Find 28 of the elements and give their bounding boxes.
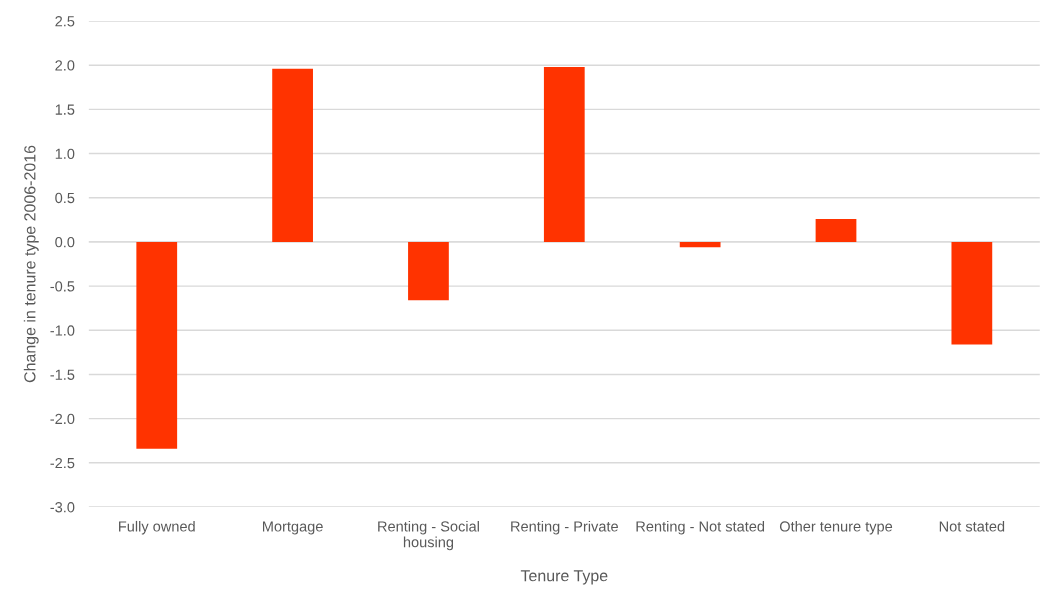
x-tick-label: Fully owned (119, 520, 195, 535)
y-tick-label: -2.0 (50, 413, 75, 425)
x-axis-title: Tenure Type (520, 570, 608, 585)
y-tick-label: 1.5 (55, 104, 75, 115)
bar (136, 241, 178, 449)
bar (815, 218, 857, 242)
y-tick-label: -2.5 (50, 457, 75, 469)
y-tick-label: -1.5 (50, 369, 75, 380)
x-tick-label: Not stated (939, 520, 1005, 532)
y-tick-label: 2.5 (55, 16, 75, 27)
y-axis-title: Change in tenure type 2006-2016 (23, 145, 39, 383)
bar (272, 68, 313, 242)
y-tick-label: 1.0 (55, 148, 75, 159)
y-tick-label: 0.0 (55, 237, 75, 248)
bar (679, 241, 721, 248)
x-tick-label: Renting - Not stated (636, 520, 765, 535)
bar (408, 241, 449, 301)
y-tick-label: -3.0 (50, 502, 75, 513)
y-tick-label: -1.0 (50, 325, 75, 336)
x-tick-label: Renting - Social housing (378, 520, 479, 551)
y-tick-label: 2.0 (55, 60, 75, 71)
x-tick-label: Mortgage (262, 521, 323, 535)
y-tick-label: 0.5 (55, 192, 75, 204)
bar (543, 66, 585, 242)
x-tick-label: Other tenure type (779, 520, 893, 535)
y-tick-label: -0.5 (50, 281, 75, 292)
bar (951, 241, 993, 345)
x-tick-label: Renting - Private (511, 520, 618, 535)
